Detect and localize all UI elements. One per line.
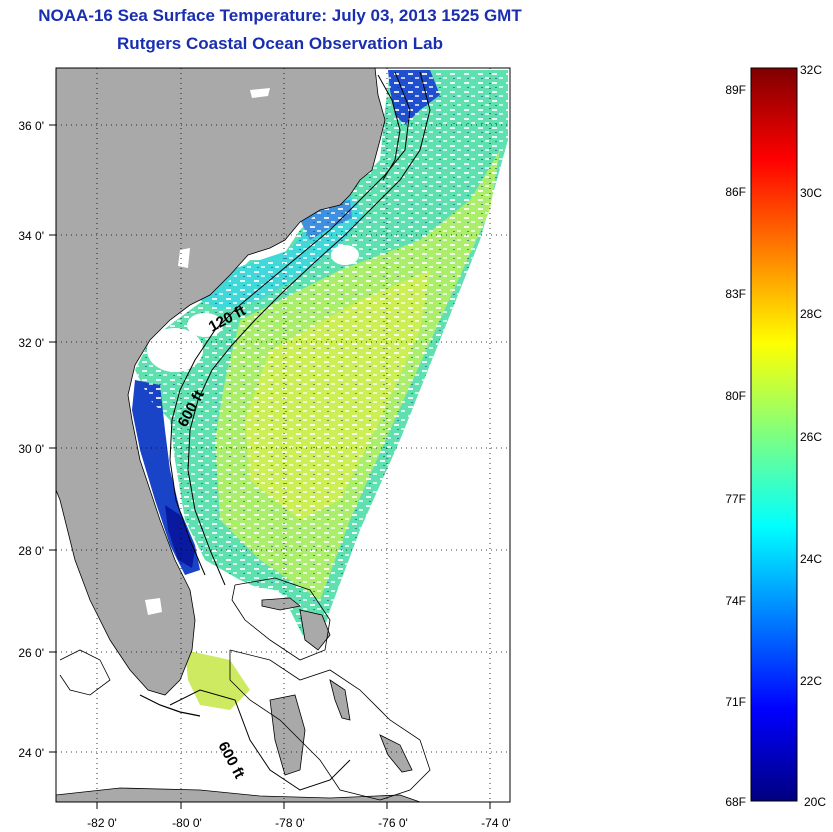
- sst-straits-patch: [185, 650, 250, 710]
- lat-label: 36 0': [18, 119, 44, 133]
- lon-label: -74 0': [481, 816, 511, 830]
- contour-bahamas-bank: [231, 577, 331, 661]
- colorbar-f-label: 89F: [725, 83, 746, 97]
- contour-great-bahama-bank: [229, 649, 431, 801]
- cloud-speckle: [135, 70, 508, 650]
- lat-label: 30 0': [18, 442, 44, 456]
- colorbar-f-label: 68F: [725, 795, 746, 809]
- lon-label: -80 0': [172, 816, 202, 830]
- lon-label: -82 0': [87, 816, 117, 830]
- land-grand-bahama: [261, 597, 301, 611]
- colorbar-c-label: 30C: [800, 186, 822, 200]
- colorbar-c-label: 20C: [804, 795, 826, 809]
- colorbar-f-label: 74F: [725, 594, 746, 608]
- lat-label: 28 0': [18, 544, 44, 558]
- contour-600ft-south: [169, 689, 351, 791]
- florida-keys: [139, 694, 201, 717]
- lat-label: 24 0': [18, 746, 44, 760]
- contour-600ft: [187, 71, 431, 586]
- colorbar-f-label: 86F: [725, 185, 746, 199]
- colorbar-f-label: 77F: [725, 492, 746, 506]
- lat-label: 32 0': [18, 336, 44, 350]
- land-us-mainland: [56, 68, 386, 696]
- land-andros: [269, 694, 306, 776]
- lat-label: 34 0': [18, 229, 44, 243]
- lake: [250, 88, 270, 98]
- cloud-gap: [147, 328, 203, 372]
- lon-label: -76 0': [378, 816, 408, 830]
- colorbar-c-label: 28C: [800, 307, 822, 321]
- colorbar-c-label: 26C: [800, 430, 822, 444]
- grid: [56, 68, 510, 802]
- sst-cool-patch-florida-inner: [165, 505, 195, 568]
- lake-okeechobee: [145, 598, 162, 615]
- land-cuba: [56, 787, 421, 802]
- contour-keys: [59, 649, 111, 696]
- colorbar-f-label: 80F: [725, 389, 746, 403]
- land-abaco: [299, 609, 331, 651]
- contour-120ft: [169, 71, 411, 576]
- colorbar-f-label: 71F: [725, 695, 746, 709]
- outer-banks: [377, 74, 401, 181]
- lat-label: 26 0': [18, 646, 44, 660]
- lon-label: -78 0': [275, 816, 305, 830]
- map-title: NOAA-16 Sea Surface Temperature: July 03…: [38, 6, 522, 25]
- map-frame: [55, 67, 511, 803]
- colorbar-c-label: 22C: [800, 674, 822, 688]
- colorbar-c-label: 32C: [800, 63, 822, 77]
- colorbar-f-label: 83F: [725, 287, 746, 301]
- cloud-gap: [331, 245, 359, 265]
- colorbar: [750, 67, 798, 802]
- map-subtitle: Rutgers Coastal Ocean Observation Lab: [117, 34, 443, 53]
- land-eleuthera: [329, 679, 351, 721]
- colorbar-c-label: 24C: [800, 552, 822, 566]
- axis-ticks: [49, 124, 491, 809]
